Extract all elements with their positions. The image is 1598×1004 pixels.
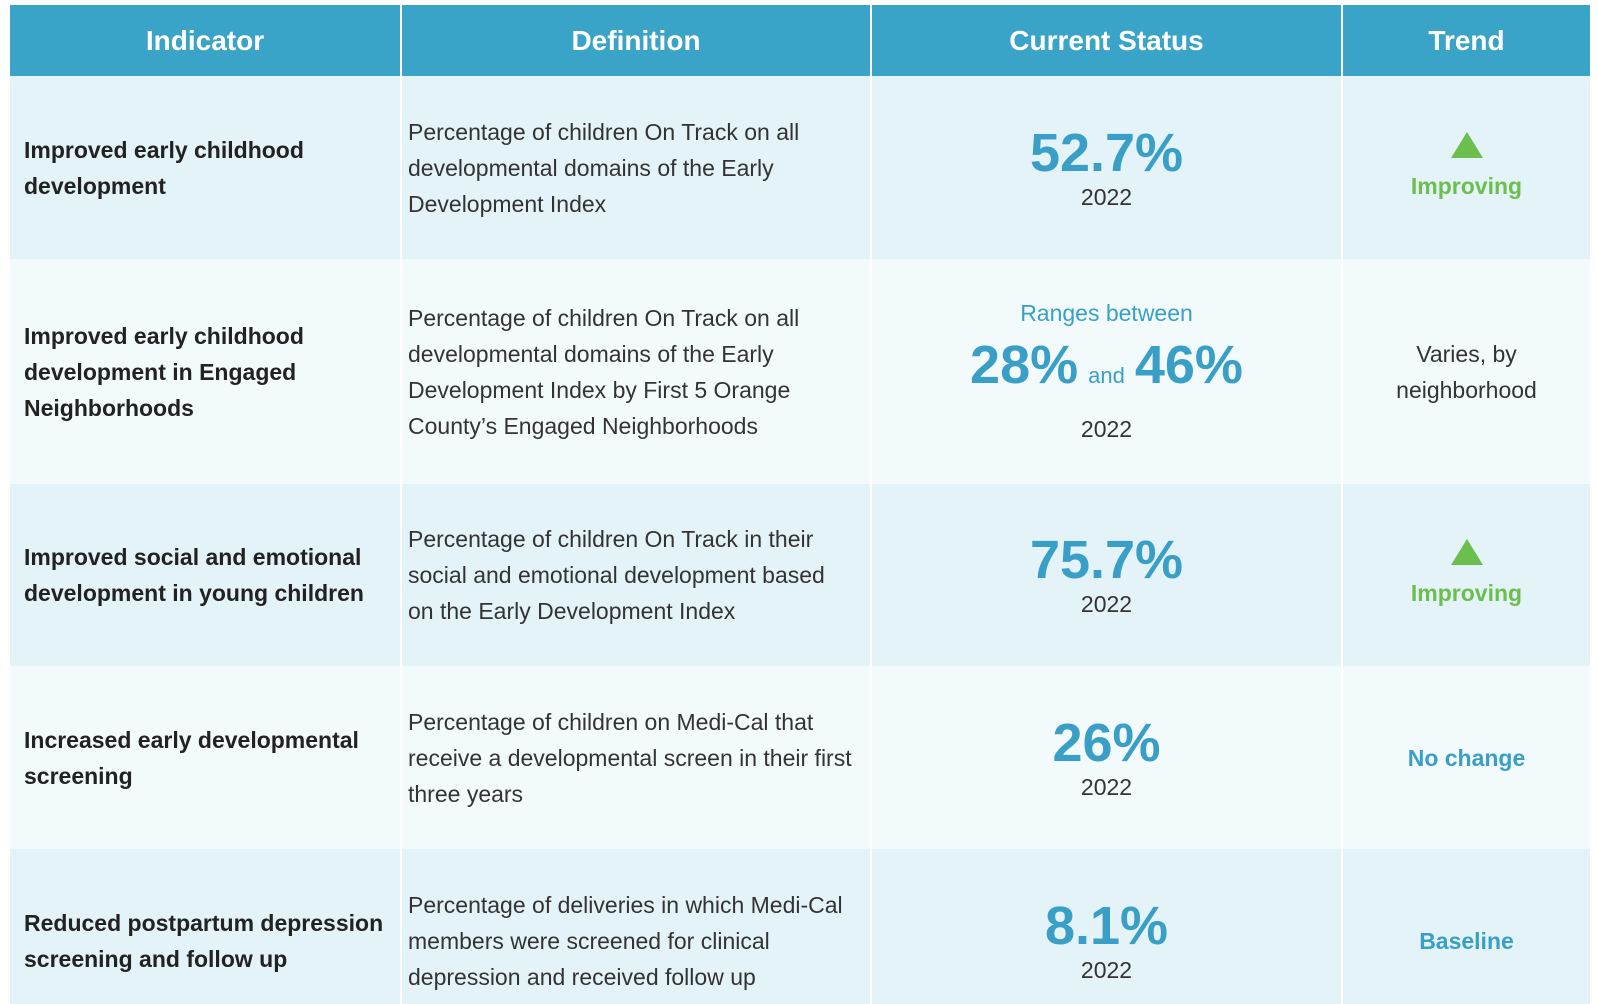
indicator: Improved early childhood development in …	[10, 259, 402, 484]
table-row: Improved early childhood development in …	[10, 259, 1590, 484]
header-cell: Trend	[1343, 5, 1590, 76]
indicator: Improved early childhood development	[10, 76, 402, 259]
indicator: Improved social and emotional developmen…	[10, 484, 402, 666]
trend-cell: Improving	[1343, 484, 1590, 666]
status-high: 46%	[1134, 334, 1243, 395]
definition: Percentage of children On Track on all d…	[402, 259, 872, 484]
up-arrow	[1450, 539, 1483, 565]
year: 2022	[1080, 956, 1133, 983]
definition: Percentage of deliveries in which Medi-C…	[402, 849, 872, 1004]
table-row: Increased early developmental screening …	[10, 666, 1590, 849]
trend-cell: Varies, by neighborhood	[1343, 259, 1590, 484]
header-row: Indicator Definition Current Status Tren…	[10, 5, 1590, 76]
indicator: Increased early developmental screening	[10, 666, 402, 849]
definition: Percentage of children On Track on all d…	[402, 76, 872, 259]
status-cell: Ranges between 28% and 46% 2022	[872, 259, 1343, 484]
definition: Percentage of children on Medi-Cal that …	[402, 666, 872, 849]
status: 8.1%	[1044, 895, 1169, 956]
status-cell: 52.7% 2022	[872, 76, 1343, 259]
status: 75.7%	[1029, 530, 1184, 590]
table-row: Improved early childhood development Per…	[10, 76, 1590, 259]
trend: Baseline	[1419, 927, 1514, 954]
status-joiner: and	[1088, 362, 1125, 388]
trend: No change	[1407, 744, 1526, 771]
status-cell: 75.7% 2022	[872, 484, 1343, 666]
header-cell: Definition	[402, 5, 872, 76]
trend: Improving	[1410, 172, 1523, 199]
definition: Percentage of children On Track in their…	[402, 484, 872, 666]
trend-cell: Baseline	[1343, 849, 1590, 1004]
status-cell: 8.1% 2022	[872, 849, 1343, 1004]
year: 2022	[1080, 773, 1133, 800]
up-arrow	[1450, 131, 1483, 158]
status: 52.7%	[1029, 122, 1184, 183]
status-cell: 26% 2022	[872, 666, 1343, 849]
header-cell: Indicator	[10, 5, 402, 76]
table-row: Reduced postpartum depression screening …	[10, 849, 1590, 1004]
year: 2022	[1080, 415, 1133, 442]
status-low: 28%	[970, 334, 1079, 395]
status-prefix: Ranges between	[1020, 299, 1193, 326]
table-row: Improved social and emotional developmen…	[10, 484, 1590, 666]
table: Indicator Definition Current Status Tren…	[10, 5, 1590, 1004]
year: 2022	[1080, 591, 1133, 617]
year: 2022	[1080, 183, 1133, 210]
trend-cell: No change	[1343, 666, 1590, 849]
status: 26%	[1052, 712, 1161, 773]
trend: Varies, by neighborhood	[1396, 340, 1537, 403]
status-range: 28% and 46%	[970, 327, 1243, 414]
indicator: Reduced postpartum depression screening …	[10, 849, 402, 1004]
header-cell: Current Status	[872, 5, 1343, 76]
trend: Improving	[1410, 580, 1523, 606]
trend-cell: Improving	[1343, 76, 1590, 259]
